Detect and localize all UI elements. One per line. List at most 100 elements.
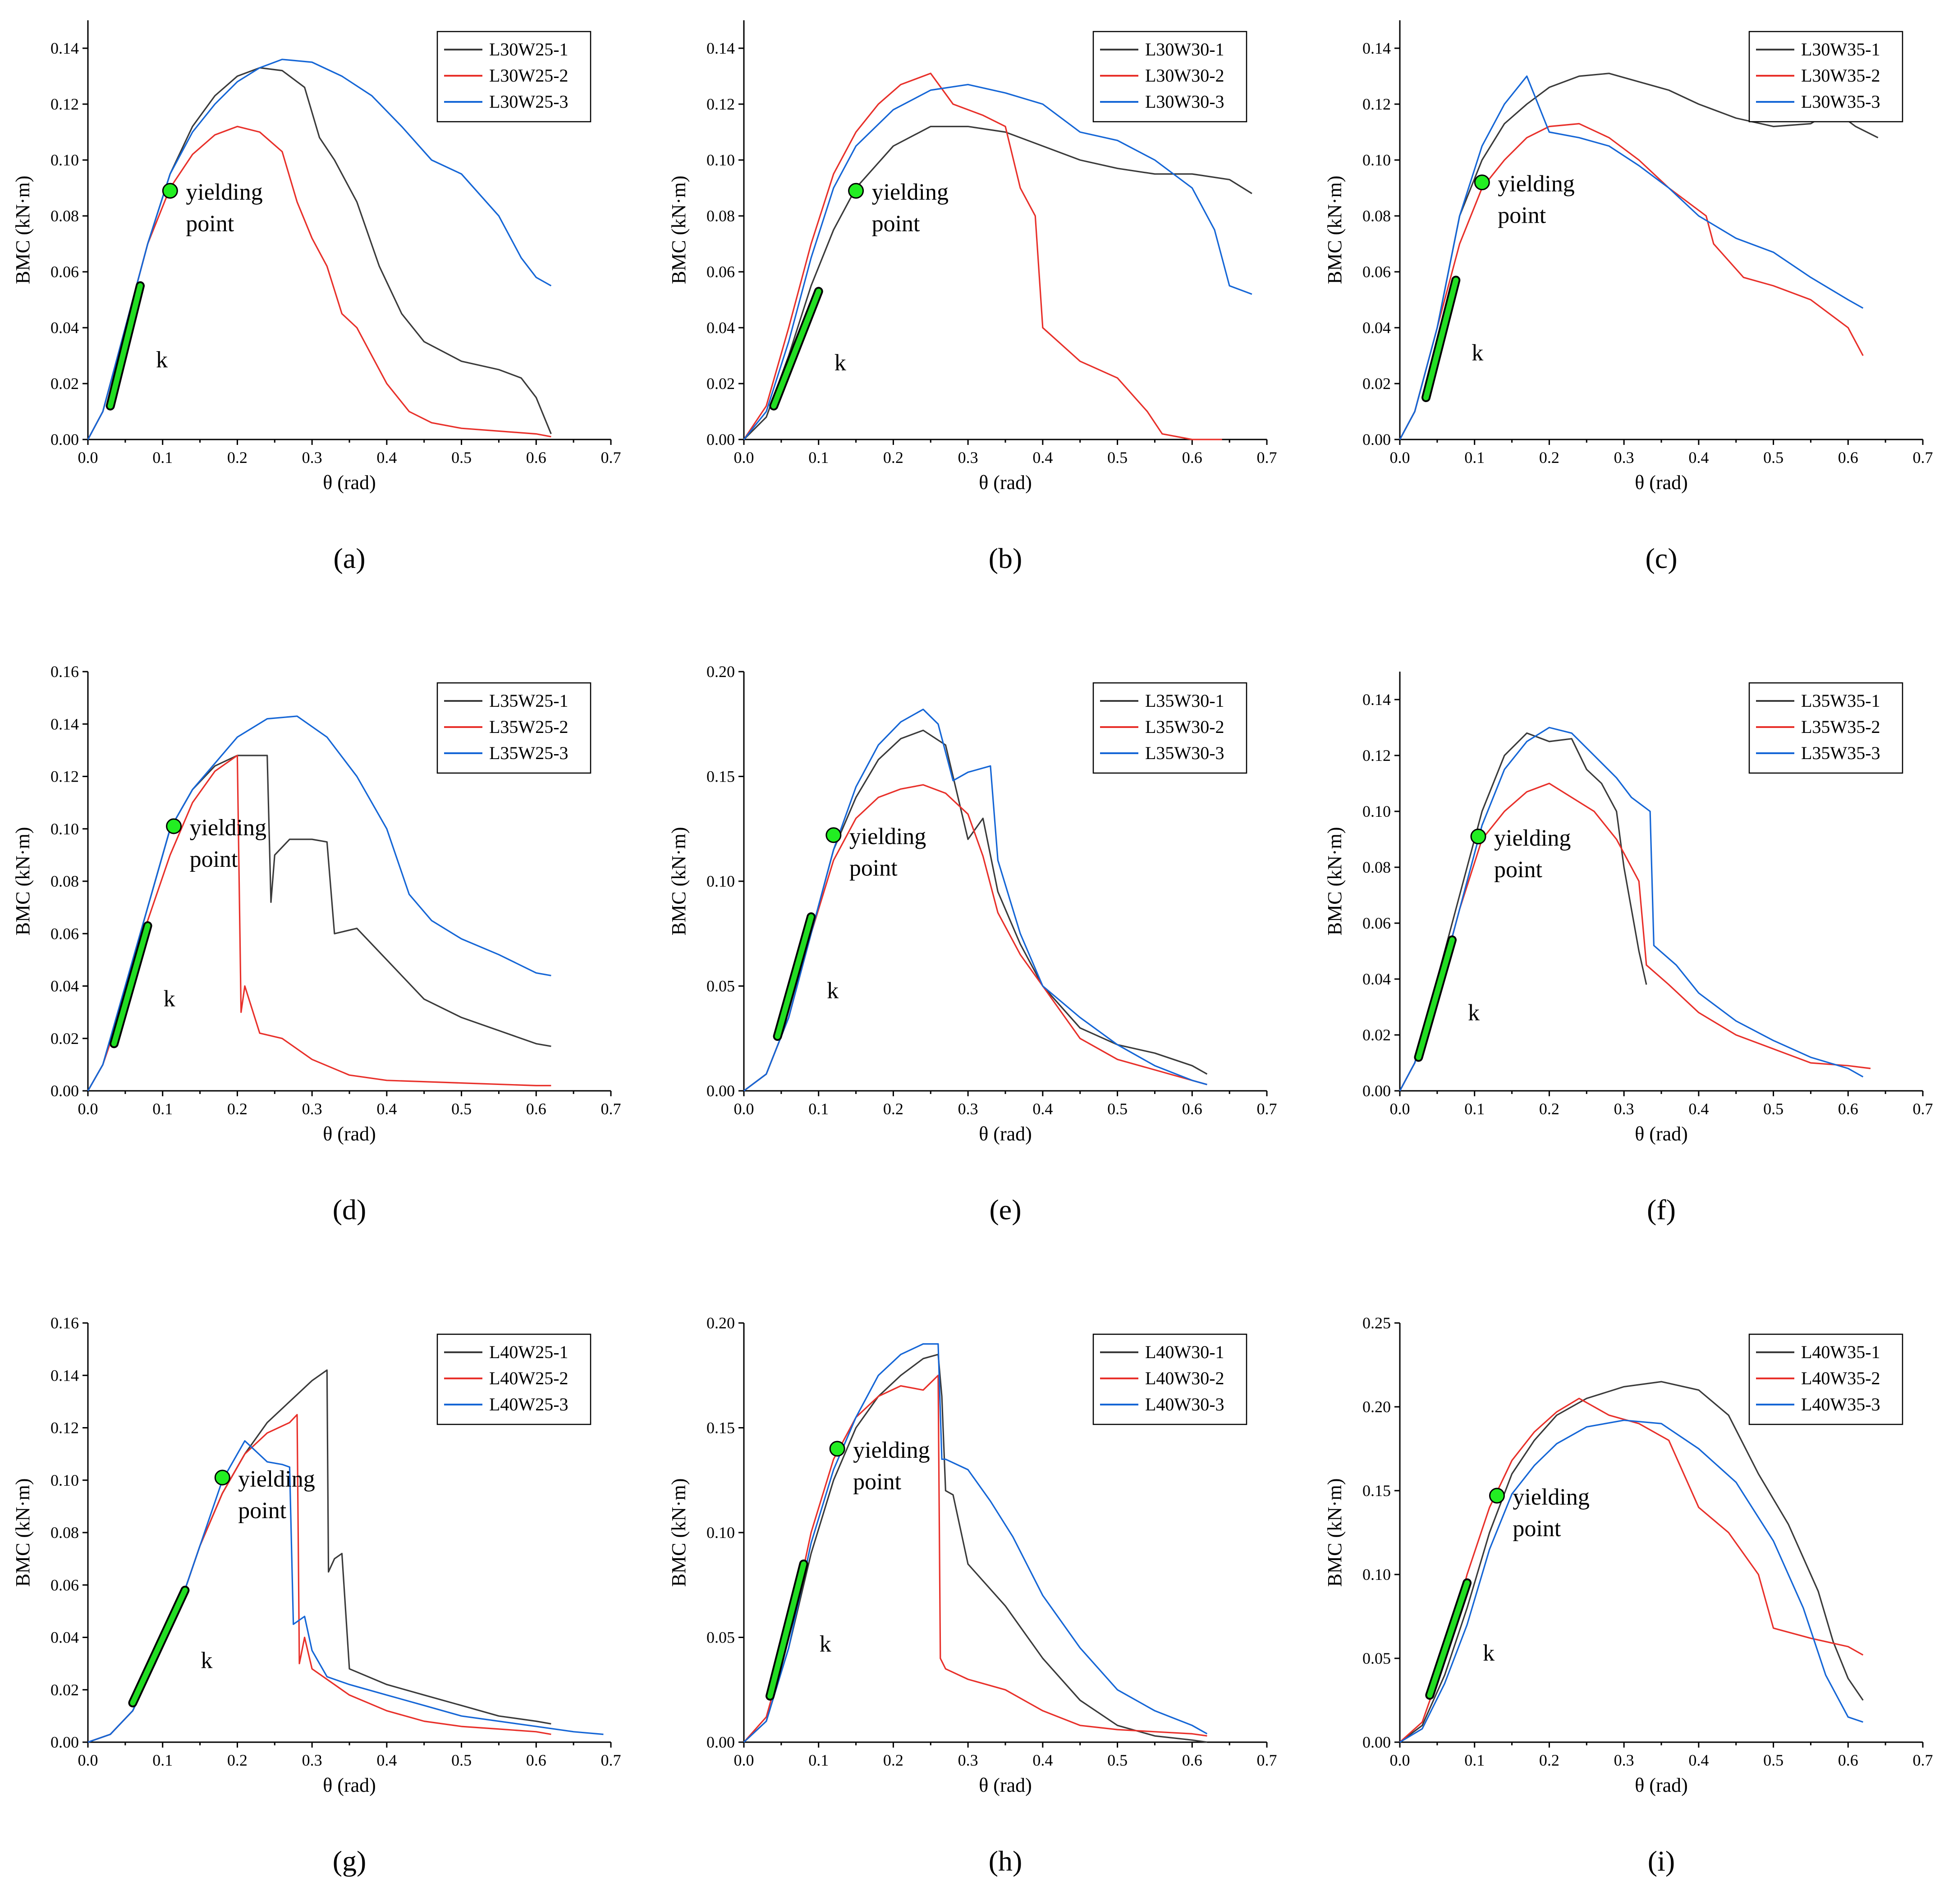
legend-label: L35W25-1 [489, 691, 569, 711]
legend-label: L30W25-2 [489, 65, 569, 86]
y-tick-label: 0.20 [706, 663, 735, 681]
x-axis-title: θ (rad) [1635, 1123, 1688, 1145]
x-tick-label: 0.5 [451, 1100, 472, 1118]
legend-label: L30W35-2 [1801, 65, 1880, 86]
series-line [743, 1354, 1207, 1743]
y-tick-label: 0.15 [706, 1419, 735, 1437]
yield-label-line1: yielding [238, 1466, 315, 1492]
y-tick-label: 0.15 [1362, 1482, 1391, 1500]
x-axis-title: θ (rad) [1635, 471, 1688, 494]
x-tick-label: 0.5 [1763, 1100, 1784, 1118]
y-tick-label: 0.14 [1362, 39, 1391, 57]
y-tick-label: 0.16 [50, 663, 79, 681]
series-line [87, 59, 552, 440]
y-axis-title: BMC (kN·m) [1324, 1478, 1346, 1587]
x-tick-label: 0.3 [958, 1751, 978, 1769]
x-axis-title: θ (rad) [1635, 1774, 1688, 1796]
y-tick-label: 0.00 [1362, 430, 1391, 449]
series-line [1399, 75, 1864, 440]
k-label: k [156, 347, 168, 373]
panel-label: (a) [333, 542, 365, 574]
series-line [87, 755, 551, 1091]
series-line [1399, 1381, 1864, 1743]
y-tick-label: 0.00 [50, 1733, 79, 1751]
yield-label-line1: yielding [186, 179, 262, 205]
y-axis-title: BMC (kN·m) [1324, 176, 1346, 284]
x-tick-label: 0.0 [78, 1100, 98, 1118]
x-tick-label: 0.7 [1257, 1100, 1277, 1118]
yield-label-line2: point [849, 856, 898, 881]
y-tick-label: 0.08 [50, 207, 79, 225]
series-line [87, 1369, 551, 1743]
k-segment [771, 288, 821, 409]
y-tick-label: 0.02 [1362, 1026, 1391, 1044]
legend-label: L40W35-3 [1801, 1394, 1880, 1414]
chart-panel: 0.0 0.1 0.2 0.3 0.4 0.5 0.6 0.7 0.00 0.02 0.04 0.06… [1324, 672, 1933, 1226]
legend-label: L40W35-1 [1801, 1342, 1880, 1362]
k-label: k [827, 978, 839, 1003]
x-tick-label: 0.4 [1688, 1751, 1709, 1769]
x-tick-label: 0.1 [152, 449, 173, 467]
x-tick-label: 0.4 [376, 1751, 397, 1769]
y-tick-label: 0.05 [706, 1629, 735, 1647]
x-tick-label: 0.2 [883, 1751, 903, 1769]
k-label: k [834, 350, 846, 375]
legend-label: L30W35-3 [1801, 92, 1880, 112]
legend-label: L35W35-1 [1801, 691, 1880, 711]
yield-label-line1: yielding [872, 179, 949, 205]
yield-point-marker [1470, 828, 1486, 845]
y-tick-label: 0.04 [50, 319, 79, 337]
yield-point-marker [829, 1441, 845, 1457]
x-tick-label: 0.1 [808, 1100, 829, 1118]
x-tick-label: 0.0 [1390, 449, 1410, 467]
x-tick-label: 0.1 [1464, 449, 1485, 467]
legend-label: L35W30-3 [1145, 743, 1224, 763]
series-line [1399, 727, 1864, 1091]
y-axis-title: BMC (kN·m) [12, 176, 34, 284]
series-line [743, 1374, 1207, 1743]
series-line [87, 126, 551, 440]
y-tick-label: 0.00 [706, 1082, 735, 1100]
x-tick-label: 0.1 [808, 1751, 829, 1769]
x-tick-label: 0.2 [1539, 449, 1559, 467]
y-tick-label: 0.12 [706, 95, 735, 113]
x-tick-label: 0.4 [1032, 1751, 1053, 1769]
legend-label: L35W30-2 [1145, 717, 1224, 737]
y-tick-label: 0.02 [706, 375, 735, 393]
k-segment [107, 283, 143, 409]
x-tick-label: 0.2 [227, 1100, 248, 1118]
yield-label-line2: point [238, 1498, 286, 1524]
x-tick-label: 0.6 [1838, 1100, 1858, 1118]
series-line [743, 784, 1207, 1092]
y-tick-label: 0.25 [1362, 1314, 1391, 1332]
x-tick-label: 0.5 [451, 1751, 472, 1769]
series-line [1399, 1397, 1864, 1743]
x-tick-label: 0.5 [1107, 1751, 1128, 1769]
x-tick-label: 0.5 [1763, 1751, 1784, 1769]
y-tick-label: 0.10 [706, 1524, 735, 1542]
chart-panel: 0.0 0.1 0.2 0.3 0.4 0.5 0.6 0.7 0.00 0.02 0.04 0.06… [12, 20, 621, 574]
k-segment [111, 923, 151, 1047]
chart-panel: 0.0 0.1 0.2 0.3 0.4 0.5 0.6 0.7 0.00 0.02 0.04 0.06… [12, 1314, 621, 1877]
x-axis-title: θ (rad) [979, 1123, 1032, 1145]
yield-label-line2: point [190, 847, 238, 872]
yield-point-marker [166, 818, 182, 834]
x-tick-label: 0.6 [1182, 1100, 1202, 1118]
legend-label: L40W30-1 [1145, 1342, 1224, 1362]
series-line [743, 729, 1208, 1092]
y-tick-label: 0.08 [1362, 858, 1391, 876]
series-line [1399, 732, 1647, 1091]
y-axis-title: BMC (kN·m) [12, 1478, 34, 1587]
legend-label: L40W35-2 [1801, 1368, 1880, 1388]
series-line [1399, 123, 1864, 440]
x-tick-label: 0.7 [1257, 449, 1277, 467]
x-tick-label: 0.4 [1688, 449, 1709, 467]
k-label: k [1483, 1640, 1495, 1666]
y-tick-label: 0.06 [50, 263, 79, 281]
y-tick-label: 0.14 [50, 715, 79, 733]
x-tick-label: 0.6 [526, 449, 546, 467]
x-tick-label: 0.6 [1838, 1751, 1858, 1769]
panel-label: (b) [989, 542, 1022, 574]
yield-point-marker [1489, 1488, 1505, 1504]
